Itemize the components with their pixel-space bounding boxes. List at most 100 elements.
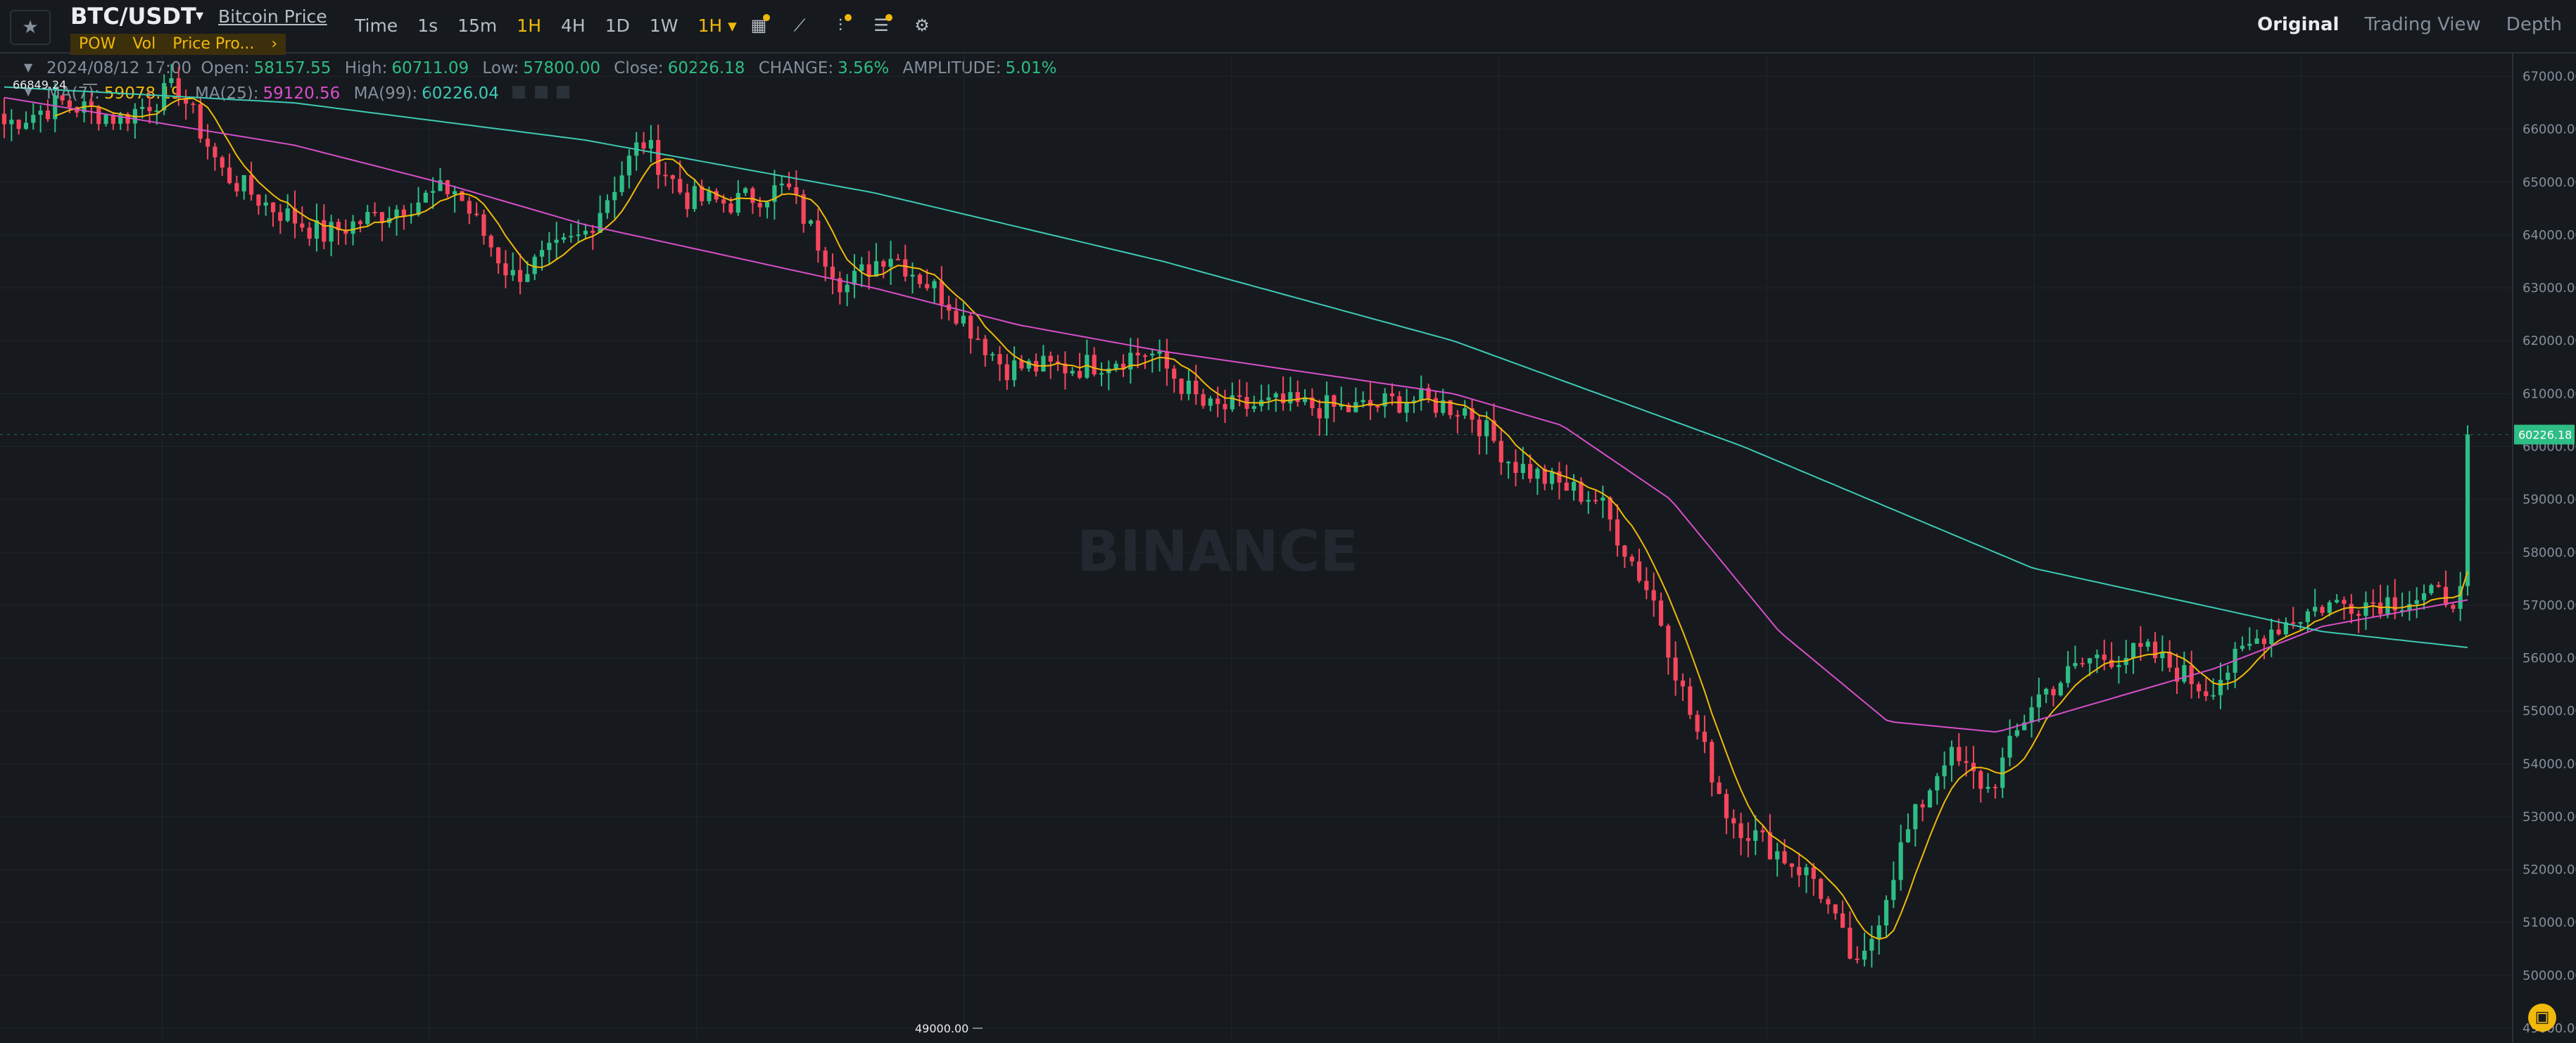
candle-body [2095,655,2100,659]
candle-body [1600,498,1605,501]
candle-body [794,187,799,195]
candle-body [2378,602,2383,614]
candle-body [278,212,283,221]
candle-body [605,200,610,213]
candle-body [16,120,21,129]
candle-body [1804,867,1809,876]
candle-body [808,220,814,224]
symbol-dropdown-chevron-icon[interactable]: ▾ [196,7,204,25]
candle-body [1070,371,1075,374]
candle-body [2073,663,2078,666]
ohlc-collapse-chevron-icon[interactable]: ▼ [24,61,33,74]
candle-body [1266,397,1271,400]
ma-settings-icon[interactable] [534,86,548,99]
symbol-title[interactable]: BTC/USDT [70,3,196,30]
candle-body [2240,645,2245,649]
interval-time[interactable]: Time [355,15,398,36]
chip-price-pro[interactable]: Price Pro... [164,34,263,55]
y-tick-label: 57000.00 [2523,598,2576,613]
candle-body [1128,353,1133,369]
candle-body [2363,602,2368,616]
candle-body [2458,586,2463,609]
candle-body [2465,434,2470,586]
candle-body [1026,360,1031,369]
candle-body [801,194,806,224]
interval-1w[interactable]: 1W [649,15,678,36]
ma-close-icon[interactable] [556,86,569,99]
candle-body [191,103,196,106]
interval-dropdown[interactable]: 1H ▾ [697,15,737,36]
candle-body [372,212,377,214]
candle-body [1957,747,1962,761]
candle-body [198,104,203,139]
candle-body [431,191,436,193]
candle-body [2407,604,2412,611]
candle-body [750,188,755,203]
candle-body [1216,398,1220,405]
chip-more[interactable]: › [263,34,286,55]
candle-body [474,213,479,215]
ohlc-info-row: 2024/08/12 17:00 Open: 58157.55 High: 6071… [46,59,1057,77]
chip-vol[interactable]: Vol [124,34,165,55]
candle-body [2211,695,2216,697]
candle-body [2261,638,2267,645]
candlestick-chart[interactable]: 67000.00 66000.00 65000.00 64000.00 63000.00… [0,53,2576,1043]
candle-body [1433,398,1439,413]
ma-eye-icon[interactable] [512,86,526,99]
gear-icon[interactable]: ⚙ [914,15,930,35]
candle-body [539,250,545,257]
bitcoin-price-link[interactable]: Bitcoin Price [218,6,327,27]
ohlc-low: 57800.00 [523,59,600,77]
candle-body [2102,655,2107,660]
interval-1s[interactable]: 1s [417,15,438,36]
candle-body [1891,880,1896,900]
candle-body [1789,863,1794,867]
candle-body [2196,684,2202,692]
candle-body [1833,904,1838,914]
candle-body [2436,585,2441,587]
candle-body [685,192,690,210]
layout-icon[interactable]: ☰ [870,14,892,37]
view-original[interactable]: Original [2257,14,2340,35]
interval-15m[interactable]: 15m [457,15,498,36]
candle-body [1883,899,1889,925]
candle-body [2254,638,2259,644]
candle-body [2109,659,2114,667]
candle-body [1811,867,1816,879]
candle-body [111,115,115,124]
indicator-icon[interactable]: ⟋ [793,15,806,35]
candle-body [917,274,922,284]
chart-tools: ▦ ⟋ ⫶ ☰ ⚙ [747,14,933,37]
candle-body [125,113,130,124]
candle-body [1993,786,1997,788]
candle-body [1869,939,1874,951]
y-tick-label: 61000.00 [2523,386,2576,401]
candle-body [23,122,29,129]
favorite-star-icon[interactable]: ★ [10,10,51,45]
candle-body [598,213,602,233]
candle-body [1855,959,1860,961]
candle-body [365,212,370,225]
candle-body [583,230,588,235]
interval-4h[interactable]: 4H [561,15,586,36]
candle-body [1441,400,1446,413]
candle-body [1920,804,1925,808]
candle-body [830,266,835,279]
chip-pow[interactable]: POW [70,34,125,55]
view-depth[interactable]: Depth [2506,14,2562,35]
chart-type-icon[interactable]: ⫶ [829,14,852,37]
candle-body [1535,469,1540,479]
interval-1h[interactable]: 1H [517,15,542,36]
candle-body [678,179,683,193]
candle-body [1332,395,1337,407]
candle-body [1564,482,1569,491]
view-trading-view[interactable]: Trading View [2364,14,2481,35]
candle-body [322,220,327,242]
calendar-icon[interactable]: ▦ [747,14,770,37]
notification-badge-icon[interactable]: ▣ [2528,1004,2556,1032]
candle-body [1389,393,1395,397]
candle-body [757,203,762,208]
candle-body [2247,643,2252,646]
interval-1d[interactable]: 1D [605,15,630,36]
candle-body [343,230,348,234]
